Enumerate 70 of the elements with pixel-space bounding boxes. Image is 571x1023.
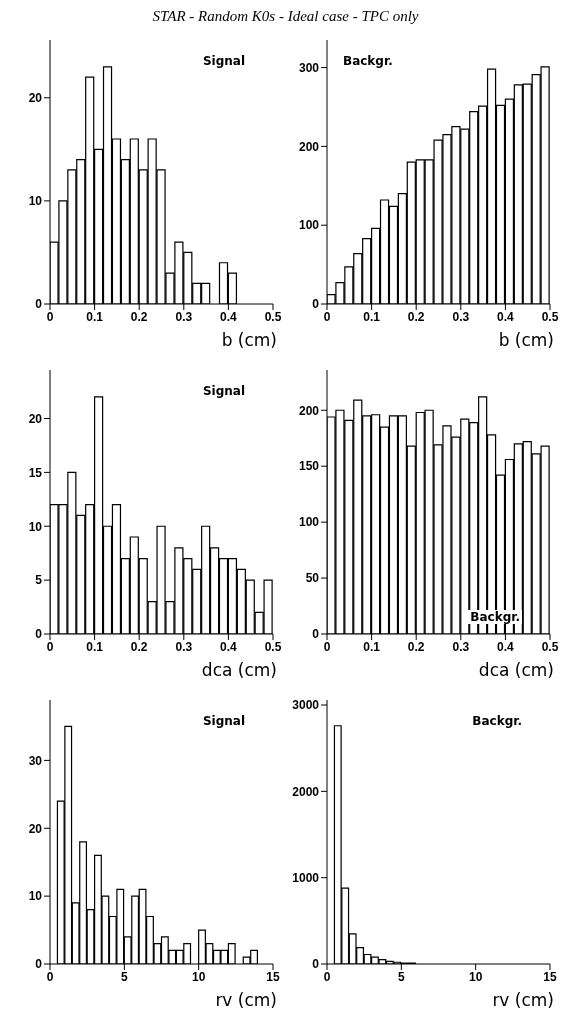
x-tick-label: 0.5 bbox=[264, 309, 282, 324]
x-tick-label: 0.4 bbox=[220, 639, 238, 654]
y-tick-label: 20 bbox=[28, 411, 43, 426]
y-tick-label: 0 bbox=[35, 957, 43, 972]
x-tick-label: 0 bbox=[323, 639, 331, 654]
x-tick-label: 15 bbox=[266, 969, 280, 984]
x-axis-title: b (cm) bbox=[221, 330, 277, 350]
y-tick-label: 20 bbox=[28, 91, 43, 106]
x-tick-label: 10 bbox=[191, 969, 206, 984]
y-tick-label: 300 bbox=[298, 60, 320, 75]
x-tick-label: 0.3 bbox=[175, 639, 193, 654]
x-tick-label: 0.2 bbox=[407, 309, 425, 324]
y-tick-label: 100 bbox=[298, 515, 320, 530]
annotation: Backgr. bbox=[343, 54, 393, 68]
y-tick-label: 150 bbox=[298, 459, 320, 474]
y-tick-label: 30 bbox=[28, 753, 43, 768]
x-tick-label: 0 bbox=[46, 309, 54, 324]
annotation: Backgr. bbox=[472, 714, 522, 728]
x-tick-label: 0.1 bbox=[363, 309, 381, 324]
x-axis-title: rv (cm) bbox=[492, 990, 554, 1010]
y-tick-label: 15 bbox=[28, 465, 43, 480]
x-tick-label: 10 bbox=[468, 969, 483, 984]
y-tick-label: 5 bbox=[35, 573, 43, 588]
y-tick-label: 200 bbox=[298, 403, 320, 418]
x-tick-label: 5 bbox=[397, 969, 405, 984]
x-tick-label: 0.5 bbox=[541, 639, 559, 654]
y-tick-label: 50 bbox=[305, 571, 320, 586]
x-tick-label: 0.4 bbox=[497, 639, 515, 654]
x-tick-label: 0.2 bbox=[130, 639, 148, 654]
x-axis-title: b (cm) bbox=[498, 330, 554, 350]
x-tick-label: 0.1 bbox=[86, 309, 104, 324]
x-axis-title: rv (cm) bbox=[215, 990, 277, 1010]
annotation: Signal bbox=[202, 54, 245, 68]
x-tick-label: 0.3 bbox=[175, 309, 193, 324]
x-axis-title: dca (cm) bbox=[201, 660, 277, 680]
y-tick-label: 100 bbox=[298, 218, 320, 233]
x-axis-title: dca (cm) bbox=[478, 660, 554, 680]
chart-title: STAR - Random K0s - Ideal case - TPC only bbox=[151, 8, 420, 26]
x-tick-label: 0 bbox=[323, 309, 331, 324]
y-tick-label: 2000 bbox=[292, 784, 320, 799]
y-tick-label: 0 bbox=[35, 627, 43, 642]
x-tick-label: 0.4 bbox=[497, 309, 515, 324]
y-tick-label: 200 bbox=[298, 139, 320, 154]
annotation: Backgr. bbox=[468, 610, 522, 624]
y-tick-label: 20 bbox=[28, 821, 43, 836]
x-tick-label: 0 bbox=[46, 969, 54, 984]
y-tick-label: 1000 bbox=[292, 870, 320, 885]
y-tick-label: 0 bbox=[35, 297, 43, 312]
x-tick-label: 15 bbox=[543, 969, 557, 984]
x-tick-label: 0 bbox=[46, 639, 54, 654]
x-tick-label: 0.3 bbox=[452, 309, 470, 324]
y-tick-label: 0 bbox=[312, 627, 320, 642]
x-tick-label: 0.4 bbox=[220, 309, 238, 324]
y-tick-label: 10 bbox=[28, 519, 43, 534]
x-tick-label: 0.2 bbox=[407, 639, 425, 654]
x-tick-label: 0 bbox=[323, 969, 331, 984]
y-tick-label: 0 bbox=[312, 957, 320, 972]
y-tick-label: 10 bbox=[28, 194, 43, 209]
y-tick-label: 10 bbox=[28, 889, 43, 904]
x-tick-label: 0.3 bbox=[452, 639, 470, 654]
x-tick-label: 0.5 bbox=[264, 639, 282, 654]
x-tick-label: 5 bbox=[120, 969, 128, 984]
x-tick-label: 0.1 bbox=[86, 639, 104, 654]
y-tick-label: 0 bbox=[312, 297, 320, 312]
annotation: Signal bbox=[202, 384, 245, 398]
x-tick-label: 0.2 bbox=[130, 309, 148, 324]
y-tick-label: 3000 bbox=[292, 698, 320, 713]
x-tick-label: 0.5 bbox=[541, 309, 559, 324]
annotation: Signal bbox=[202, 714, 245, 728]
x-tick-label: 0.1 bbox=[363, 639, 381, 654]
